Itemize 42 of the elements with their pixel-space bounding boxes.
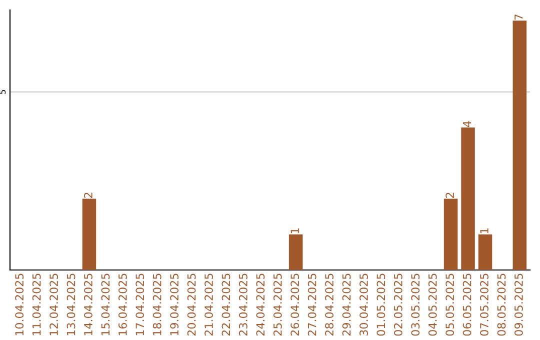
- x-tick-label: 13.04.2025: [66, 274, 76, 336]
- x-tick-label: 18.04.2025: [152, 274, 162, 336]
- x-tick-label: 30.04.2025: [360, 274, 368, 336]
- x-tick-label: 04.05.2025: [428, 274, 437, 336]
- x-tick-label: 11.04.2025: [32, 274, 41, 336]
- x-tick-label: 27.04.2025: [308, 274, 316, 336]
- x-tick-label: 09.05.2025: [514, 274, 523, 336]
- bar: [512, 20, 527, 270]
- data-label: 2: [84, 192, 92, 198]
- bar: [82, 198, 96, 270]
- x-tick-label: 23.04.2025: [238, 274, 248, 336]
- bar: [478, 234, 492, 270]
- bar: [288, 234, 303, 270]
- x-tick-label: 07.05.2025: [480, 274, 488, 336]
- x-tick-label: 01.05.2025: [376, 274, 386, 336]
- x-tick-label: 10.04.2025: [15, 274, 24, 336]
- x-tick-label: 06.05.2025: [462, 274, 472, 336]
- x-tick-label: 05.05.2025: [446, 274, 454, 336]
- x-tick-label: 28.04.2025: [325, 274, 334, 336]
- x-tick-label: 03.05.2025: [411, 274, 420, 336]
- x-tick-label: 20.04.2025: [187, 274, 196, 336]
- x-tick-label: 08.05.2025: [497, 274, 506, 336]
- x-tick-label: 24.04.2025: [256, 274, 265, 336]
- x-tick-label: 17.04.2025: [136, 274, 144, 336]
- x-tick-label: 15.04.2025: [101, 274, 110, 336]
- bar: [444, 198, 458, 270]
- x-tick-label: 22.04.2025: [222, 274, 230, 336]
- x-tick-label: 26.04.2025: [290, 274, 300, 336]
- x-tick-label: 29.04.2025: [342, 274, 351, 336]
- x-tick-label: 25.04.2025: [273, 274, 282, 336]
- data-label: 4: [462, 121, 472, 127]
- data-label: 1: [290, 228, 299, 234]
- x-tick-label: 14.04.2025: [84, 274, 92, 336]
- x-tick-label: 02.05.2025: [394, 274, 402, 336]
- x-tick-label: 19.04.2025: [170, 274, 179, 336]
- data-label: 2: [446, 192, 454, 198]
- data-label: 1: [480, 228, 488, 234]
- x-tick-label: 12.04.2025: [50, 274, 58, 336]
- x-tick-label: 21.04.2025: [204, 274, 213, 336]
- bar: [461, 128, 475, 270]
- data-label: 7: [514, 14, 523, 20]
- x-tick-label: 16.04.2025: [118, 274, 127, 336]
